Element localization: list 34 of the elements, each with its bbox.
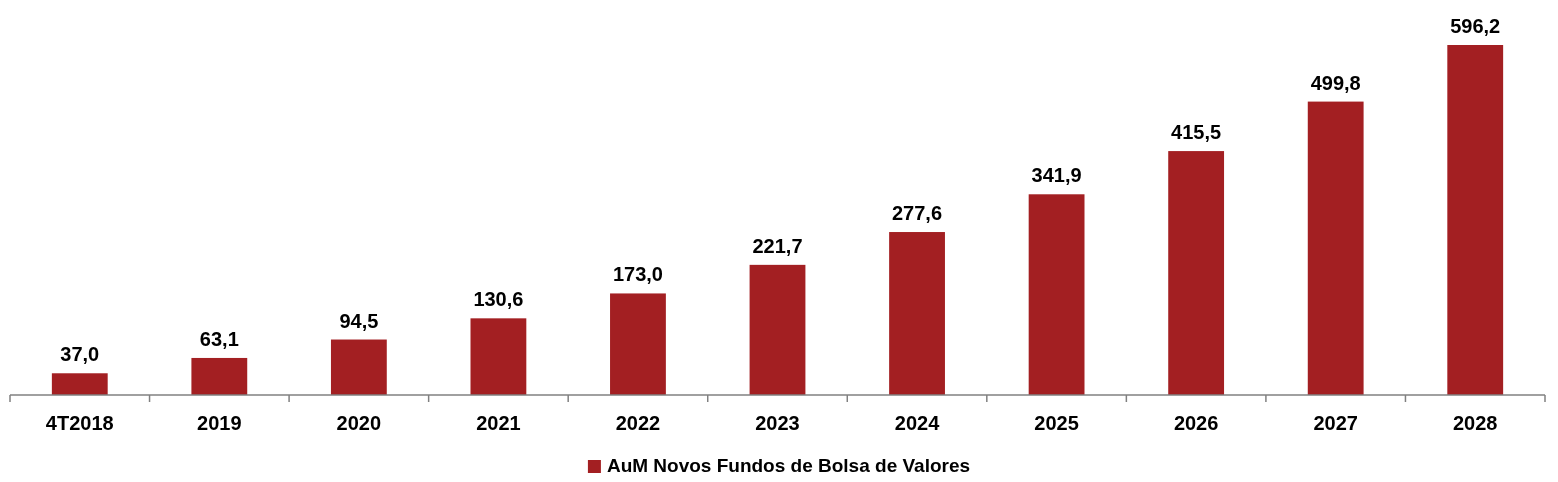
x-tick-label: 2026 (1173, 412, 1219, 434)
bar (610, 293, 666, 395)
bar (1307, 101, 1364, 395)
x-tick-label: 2020 (336, 412, 382, 434)
x-tick-label: 2028 (1452, 412, 1498, 434)
bar (191, 357, 248, 395)
data-label: 596,2 (1450, 15, 1501, 37)
legend-label: AuM Novos Fundos de Bolsa de Valores (606, 455, 971, 476)
x-tick-label: 2022 (615, 412, 661, 434)
x-tick-label: 2023 (755, 412, 800, 434)
bar (1447, 45, 1504, 395)
x-tick-label: 2027 (1313, 412, 1358, 434)
bar (51, 373, 108, 395)
data-label: 415,5 (1171, 121, 1222, 144)
data-label: 63,1 (199, 327, 239, 350)
x-tick-label: 2025 (1034, 412, 1079, 434)
data-label: 173,0 (612, 263, 663, 286)
x-tick-label: 2021 (476, 412, 521, 434)
bar (330, 339, 387, 395)
data-label: 37,0 (60, 343, 100, 366)
x-tick-label: 2019 (197, 412, 242, 434)
data-label: 499,8 (1310, 71, 1361, 94)
bar (889, 232, 945, 395)
bar (1028, 194, 1085, 395)
data-label: 341,9 (1031, 164, 1082, 187)
data-label: 221,7 (752, 234, 803, 257)
x-tick-label: 2024 (894, 412, 941, 434)
bar (749, 264, 806, 395)
data-label: 130,6 (473, 288, 524, 311)
data-label: 94,5 (339, 309, 379, 332)
bar (1168, 151, 1225, 395)
bar (470, 318, 527, 395)
data-label: 277,6 (892, 202, 943, 225)
x-tick-label: 4T2018 (45, 412, 114, 434)
